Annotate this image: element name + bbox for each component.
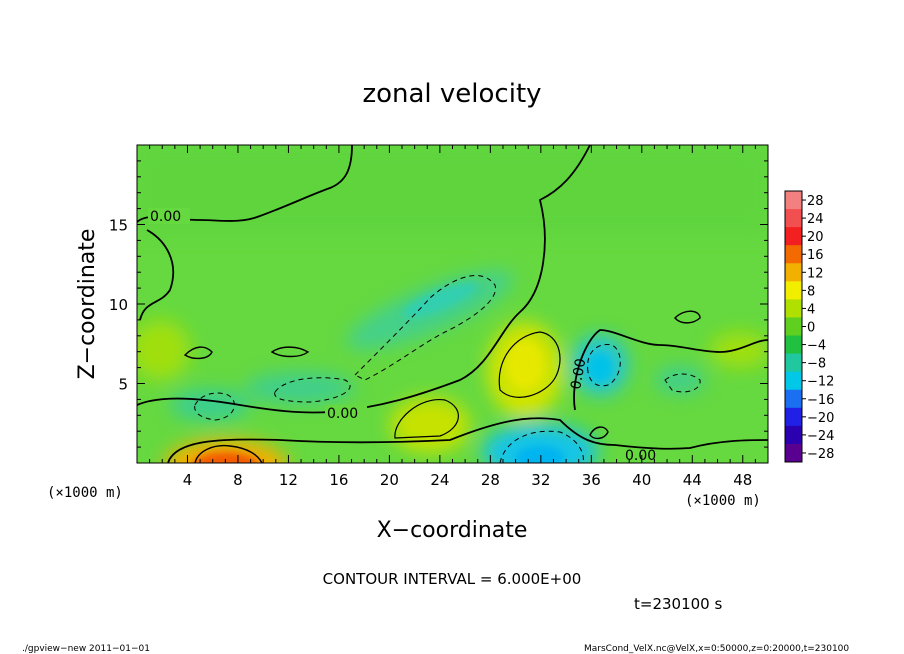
- colorbar-swatch: [785, 443, 802, 463]
- contour-zero-lower: [167, 417, 768, 463]
- chart-title: zonal velocity: [362, 79, 541, 109]
- colorbar-label: 16: [807, 248, 824, 263]
- x-tick-label: 40: [632, 471, 651, 489]
- y-axis: 5 10 15: [109, 160, 768, 448]
- x-tick-label: 36: [582, 471, 601, 489]
- contour-positive-center: [498, 331, 561, 398]
- contour-negative-diagonal: [354, 275, 496, 381]
- contour-negative-far-right: [664, 373, 701, 393]
- y-tick-label: 15: [109, 217, 128, 235]
- colorbar-label: −28: [807, 447, 834, 462]
- y-tick-label: 10: [109, 296, 128, 314]
- colorbar-swatch: [785, 317, 802, 337]
- contour-zero-right: [573, 329, 768, 411]
- contour-interval-text: CONTOUR INTERVAL = 6.000E+00: [323, 570, 582, 588]
- colorbar-label: 4: [807, 302, 815, 317]
- x-tick-label: 8: [233, 471, 243, 489]
- colorbar-label: −4: [807, 339, 826, 354]
- colorbar-swatch: [785, 209, 802, 228]
- colorbar-swatch: [785, 299, 802, 318]
- contour-negative-right: [587, 343, 621, 387]
- contour-negative-left: [194, 392, 235, 421]
- colorbar-label: −20: [807, 411, 834, 426]
- x-tick-label: 32: [531, 471, 550, 489]
- contour-small-loop-1: [270, 346, 310, 358]
- contour-label: 0.00: [568, 357, 589, 390]
- colorbar-swatch: [785, 227, 802, 246]
- x-tick-label: 48: [733, 471, 752, 489]
- x-unit-left: (×1000 m): [47, 485, 123, 501]
- x-tick-label: 20: [380, 471, 399, 489]
- x-unit-right: (×1000 m): [685, 493, 761, 509]
- x-tick-label: 24: [430, 471, 449, 489]
- heatmap-field: 0.00 0.00 0.00 0.00: [137, 145, 768, 464]
- y-axis-label: Z−coordinate: [75, 229, 100, 380]
- colorbar-label: 20: [807, 230, 824, 245]
- colorbar-label: 28: [807, 194, 824, 209]
- x-tick-label: 44: [683, 471, 702, 489]
- contour-negative-mid: [274, 377, 351, 403]
- contour-small-loop-2: [183, 346, 213, 360]
- colorbar: 28 24 20 16 12 8 4 0 −4 −8 −12 −16 −20 −24 −28: [784, 190, 834, 463]
- x-tick-label: 4: [183, 471, 193, 489]
- contour-zero-left: [139, 229, 175, 321]
- colorbar-swatch: [785, 281, 802, 300]
- colorbar-label: −16: [807, 393, 834, 408]
- contour-positive-small: [394, 399, 459, 439]
- colorbar-swatch: [785, 191, 802, 210]
- contour-label-group: 0.00 0.00 0.00 0.00: [148, 208, 656, 464]
- x-tick-label: 28: [481, 471, 500, 489]
- colorbar-swatch: [785, 353, 802, 373]
- colorbar-swatch: [785, 389, 802, 409]
- colorbar-label: 24: [807, 212, 824, 227]
- colorbar-label: −8: [807, 357, 826, 372]
- x-tick-label: 16: [329, 471, 348, 489]
- contour-positive-core: [194, 444, 263, 463]
- colorbar-swatch: [785, 335, 802, 355]
- contour-label: 0.00: [150, 209, 181, 225]
- x-tick-label: 12: [279, 471, 298, 489]
- contour-lines: [137, 145, 768, 463]
- colorbar-swatch: [785, 371, 802, 391]
- colorbar-label: −24: [807, 429, 834, 444]
- y-tick-label: 5: [118, 376, 128, 394]
- contour-small-loop-4: [589, 426, 609, 440]
- contour-small-loop-3: [674, 310, 701, 324]
- colorbar-swatch: [785, 425, 802, 445]
- colorbar-label: −12: [807, 375, 834, 390]
- colorbar-label: 0: [807, 321, 815, 336]
- contour-zero-middle: [137, 145, 591, 414]
- x-axis: 4 8 12 16 20 24 28 32 36 40 44 48: [149, 145, 756, 489]
- colorbar-swatch: [785, 263, 802, 282]
- footer-right: MarsCond_VelX.nc@VelX,x=0:50000,z=0:2000…: [584, 644, 849, 654]
- colorbar-label: 8: [807, 284, 815, 299]
- contour-negative-bottom: [499, 430, 584, 463]
- field-core-blobs: [192, 282, 612, 463]
- colorbar-swatch: [785, 245, 802, 264]
- x-axis-label: X−coordinate: [377, 518, 528, 543]
- colorbar-label: 12: [807, 266, 824, 281]
- contour-label: 0.00: [327, 406, 358, 422]
- time-text: t=230100 s: [634, 595, 722, 613]
- contour-label: 0.00: [625, 448, 656, 464]
- footer-left: ./gpview−new 2011−01−01: [22, 644, 150, 654]
- colorbar-swatch: [785, 407, 802, 427]
